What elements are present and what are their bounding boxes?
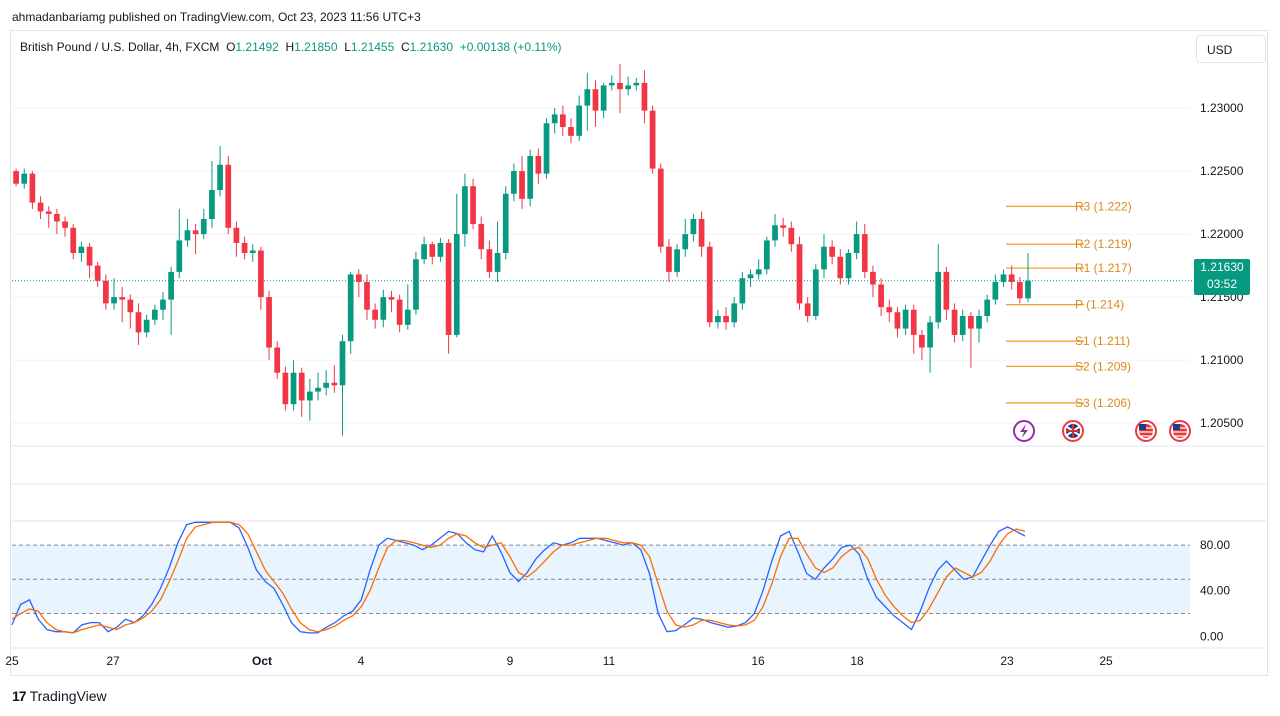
symbol-name[interactable]: British Pound / U.S. Dollar, 4h, FXCM xyxy=(20,40,220,54)
open-value: 1.21492 xyxy=(235,40,279,54)
last-price-value: 1.21630 xyxy=(1200,260,1244,274)
tradingview-logo-icon: 17 xyxy=(12,688,27,704)
high-label: H xyxy=(285,40,295,54)
publish-info: ahmadanbariamg published on TradingView.… xyxy=(12,10,421,24)
brand-name: TradingView xyxy=(29,688,107,704)
footer-brand[interactable]: 17 TradingView xyxy=(12,688,107,704)
low-label: L xyxy=(344,40,351,54)
high-value: 1.21850 xyxy=(294,40,338,54)
open-label: O xyxy=(226,40,236,54)
bar-countdown: 03:52 xyxy=(1206,277,1238,291)
close-label: C xyxy=(400,40,410,54)
close-value: 1.21630 xyxy=(409,40,454,54)
last-price-tag: 1.21630 03:52 xyxy=(1194,259,1250,295)
chart-frame xyxy=(10,30,1268,676)
change-value: +0.00138 (+0.11%) xyxy=(459,40,562,54)
symbol-legend: British Pound / U.S. Dollar, 4h, FXCM O1… xyxy=(20,40,562,54)
low-value: 1.21455 xyxy=(350,40,395,54)
currency-button[interactable]: USD xyxy=(1196,35,1266,63)
